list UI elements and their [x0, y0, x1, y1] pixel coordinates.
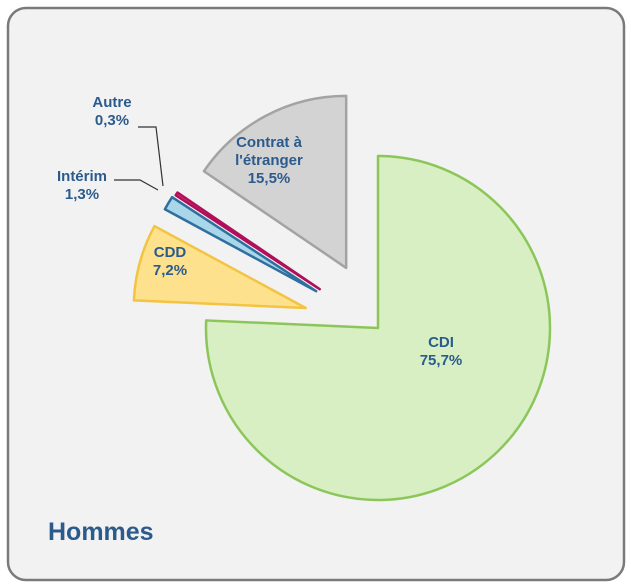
category-label: Autre: [92, 94, 132, 111]
slice-label: CDI 75,7%: [411, 334, 471, 370]
pie-slice: [132, 224, 307, 310]
value-label: 15,5%: [247, 170, 291, 187]
slice-label: Intérim 1,3%: [47, 168, 117, 204]
category-label: CDI: [428, 334, 454, 351]
value-label: 1,3%: [64, 186, 100, 203]
leader-line: [138, 126, 164, 187]
pie-slice: [163, 195, 318, 293]
category-label: CDD: [153, 244, 187, 261]
slice-label: Autre 0,3%: [82, 94, 142, 130]
pie-slice: [204, 154, 552, 502]
leader-line: [114, 179, 159, 191]
slice-label: CDD 7,2%: [140, 244, 200, 280]
category-label: Contrat à l'étranger: [235, 134, 303, 169]
value-label: 75,7%: [419, 352, 463, 369]
category-label: Intérim: [56, 168, 107, 185]
value-label: 0,3%: [94, 112, 130, 129]
pie-slice: [202, 94, 348, 270]
value-label: 7,2%: [152, 262, 188, 279]
chart-title: Hommes: [48, 518, 154, 546]
pie-slice: [174, 191, 321, 291]
slice-label: Contrat à l'étranger 15,5%: [224, 134, 314, 188]
